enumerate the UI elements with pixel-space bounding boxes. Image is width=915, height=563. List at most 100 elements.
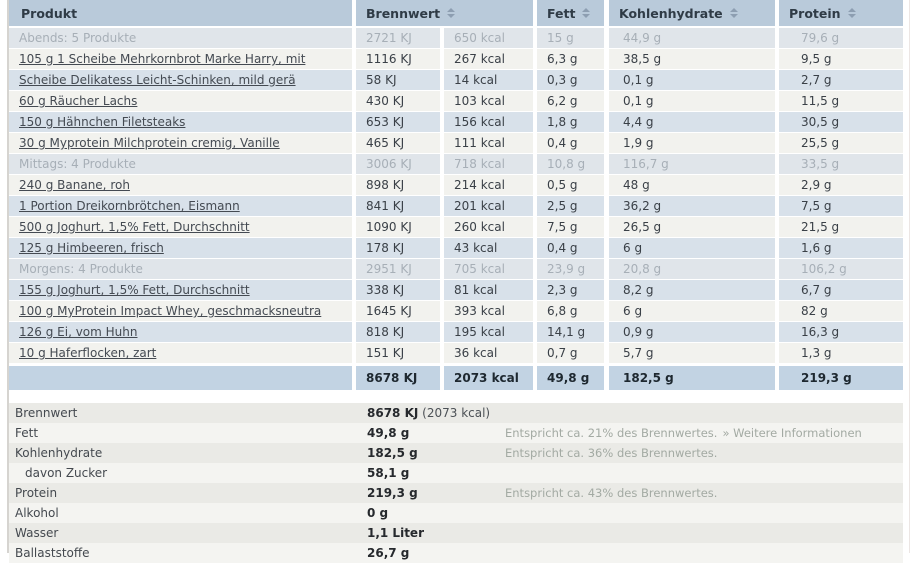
fett-cell: 10,8 g — [537, 154, 604, 174]
column-header-label: Protein — [789, 5, 841, 21]
product-link[interactable]: 100 g MyProtein Impact Whey, geschmacksn… — [19, 304, 322, 318]
kohlenhydrate-cell: 26,5 g — [609, 217, 775, 237]
protein-cell: 30,5 g — [779, 112, 903, 132]
table-row: 1 Portion Dreikornbrötchen, Eismann 841 K… — [9, 196, 903, 217]
product-link[interactable]: 30 g Myprotein Milchprotein cremig, Vani… — [19, 136, 280, 150]
kj-cell: 58 KJ — [356, 70, 440, 90]
table-row: 30 g Myprotein Milchprotein cremig, Vani… — [9, 133, 903, 154]
kohlenhydrate-cell: 6 g — [609, 238, 775, 258]
kcal-cell: 201 kcal — [444, 196, 533, 216]
summary-value: 26,7 g — [367, 546, 410, 560]
more-information-link[interactable]: » Weitere Informationen — [722, 426, 862, 440]
summary-value: 219,3 g — [367, 486, 418, 500]
product-link[interactable]: 105 g 1 Scheibe Mehrkornbrot Marke Harry… — [19, 52, 306, 66]
product-cell: 240 g Banane, roh — [9, 175, 352, 195]
column-header-label: Fett — [547, 5, 576, 21]
kohlenhydrate-cell: 36,2 g — [609, 196, 775, 216]
total-kohlenhydrate-cell: 182,5 g — [609, 366, 775, 390]
fett-cell: 0,3 g — [537, 70, 604, 90]
summary-row: Protein 219,3 g Entspricht ca. 43% des Bre… — [9, 483, 903, 503]
product-link[interactable]: Scheibe Delikatess Leicht-Schinken, mild… — [19, 73, 296, 87]
kohlenhydrate-cell: 0,1 g — [609, 70, 775, 90]
kj-cell: 2721 KJ — [356, 28, 440, 48]
column-header-kohlenhydrate[interactable]: Kohlenhydrate — [609, 0, 775, 26]
sort-icon[interactable] — [447, 8, 456, 18]
sort-down-arrow-icon — [729, 14, 738, 18]
summary-value: 1,1 Liter — [367, 526, 424, 540]
product-cell: 60 g Räucher Lachs — [9, 91, 352, 111]
kcal-cell: 705 kcal — [444, 259, 533, 279]
summary-label: davon Zucker — [25, 466, 108, 480]
table-row: 150 g Hähnchen Filetsteaks 653 KJ 156 kcal… — [9, 112, 903, 133]
column-header-fett[interactable]: Fett — [537, 0, 604, 26]
protein-cell: 79,6 g — [779, 28, 903, 48]
kcal-cell: 214 kcal — [444, 175, 533, 195]
column-header-label: Kohlenhydrate — [619, 5, 723, 21]
kcal-cell: 260 kcal — [444, 217, 533, 237]
kcal-cell: 103 kcal — [444, 91, 533, 111]
fett-cell: 6,3 g — [537, 49, 604, 69]
sort-icon[interactable] — [729, 8, 738, 18]
kj-cell: 178 KJ — [356, 238, 440, 258]
table-row: 60 g Räucher Lachs 430 KJ 103 kcal 6,2 g 0,1… — [9, 91, 903, 112]
meal-section-label-cell: Mittags: 4 Produkte — [9, 154, 352, 174]
product-link[interactable]: 60 g Räucher Lachs — [19, 94, 138, 108]
protein-cell: 11,5 g — [779, 91, 903, 111]
food-diary-table: Produkt Brennwert Fett Kohlenhydrate Pro… — [9, 0, 903, 390]
product-link[interactable]: 125 g Himbeeren, frisch — [19, 241, 164, 255]
column-header-produkt[interactable]: Produkt — [9, 0, 352, 26]
protein-cell: 106,2 g — [779, 259, 903, 279]
sort-down-arrow-icon — [847, 14, 856, 18]
product-link[interactable]: 10 g Haferflocken, zart — [19, 346, 157, 360]
summary-row: Fett 49,8 g Entspricht ca. 21% des Brennwe… — [9, 423, 903, 443]
column-header-label: Brennwert — [366, 5, 441, 21]
kj-cell: 841 KJ — [356, 196, 440, 216]
product-link[interactable]: 500 g Joghurt, 1,5% Fett, Durchschnitt — [19, 220, 250, 234]
protein-cell: 21,5 g — [779, 217, 903, 237]
product-link[interactable]: 155 g Joghurt, 1,5% Fett, Durchschnitt — [19, 283, 250, 297]
kj-cell: 898 KJ — [356, 175, 440, 195]
summary-label: Protein — [15, 486, 58, 500]
sort-down-arrow-icon — [447, 14, 456, 18]
summary-label: Kohlenhydrate — [15, 446, 103, 460]
protein-cell: 9,5 g — [779, 49, 903, 69]
column-header-protein[interactable]: Protein — [779, 0, 903, 26]
product-cell: 1 Portion Dreikornbrötchen, Eismann — [9, 196, 352, 216]
product-cell: 126 g Ei, vom Huhn — [9, 322, 352, 342]
column-header-brennwert[interactable]: Brennwert — [356, 0, 533, 26]
table-body: Abends: 5 Produkte 2721 KJ 650 kcal 15 g 44,… — [9, 28, 903, 364]
fett-cell: 0,5 g — [537, 175, 604, 195]
summary-row: Ballaststoffe 26,7 g — [9, 543, 903, 563]
page-left-border — [7, 0, 9, 553]
product-link[interactable]: 240 g Banane, roh — [19, 178, 130, 192]
kohlenhydrate-cell: 44,9 g — [609, 28, 775, 48]
page-right-border — [909, 0, 910, 553]
product-cell: 500 g Joghurt, 1,5% Fett, Durchschnitt — [9, 217, 352, 237]
kohlenhydrate-cell: 1,9 g — [609, 133, 775, 153]
kcal-cell: 195 kcal — [444, 322, 533, 342]
product-link[interactable]: 1 Portion Dreikornbrötchen, Eismann — [19, 199, 240, 213]
protein-cell: 1,3 g — [779, 343, 903, 363]
energy-percentage-note: Entspricht ca. 36% des Brennwertes. — [505, 446, 718, 460]
column-header-label: Produkt — [21, 5, 78, 21]
product-link[interactable]: 150 g Hähnchen Filetsteaks — [19, 115, 186, 129]
total-kcal-cell: 2073 kcal — [444, 366, 533, 390]
table-row: 155 g Joghurt, 1,5% Fett, Durchschnitt 33… — [9, 280, 903, 301]
protein-cell: 25,5 g — [779, 133, 903, 153]
fett-cell: 0,7 g — [537, 343, 604, 363]
sort-up-arrow-icon — [582, 8, 591, 12]
kcal-cell: 650 kcal — [444, 28, 533, 48]
table-row: 125 g Himbeeren, frisch 178 KJ 43 kcal 0,4 … — [9, 238, 903, 259]
protein-cell: 16,3 g — [779, 322, 903, 342]
fett-cell: 23,9 g — [537, 259, 604, 279]
total-kj-cell: 8678 KJ — [356, 366, 440, 390]
sort-icon[interactable] — [847, 8, 856, 18]
product-cell: 155 g Joghurt, 1,5% Fett, Durchschnitt — [9, 280, 352, 300]
sort-down-arrow-icon — [582, 14, 591, 18]
product-link[interactable]: 126 g Ei, vom Huhn — [19, 325, 138, 339]
kohlenhydrate-cell: 48 g — [609, 175, 775, 195]
sort-icon[interactable] — [582, 8, 591, 18]
summary-row: Kohlenhydrate 182,5 g Entspricht ca. 36% d… — [9, 443, 903, 463]
product-cell: Scheibe Delikatess Leicht-Schinken, mild… — [9, 70, 352, 90]
fett-cell: 7,5 g — [537, 217, 604, 237]
